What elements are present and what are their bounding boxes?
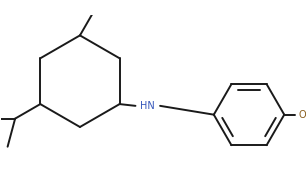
Text: O: O [298, 110, 306, 120]
Text: HN: HN [140, 101, 155, 111]
